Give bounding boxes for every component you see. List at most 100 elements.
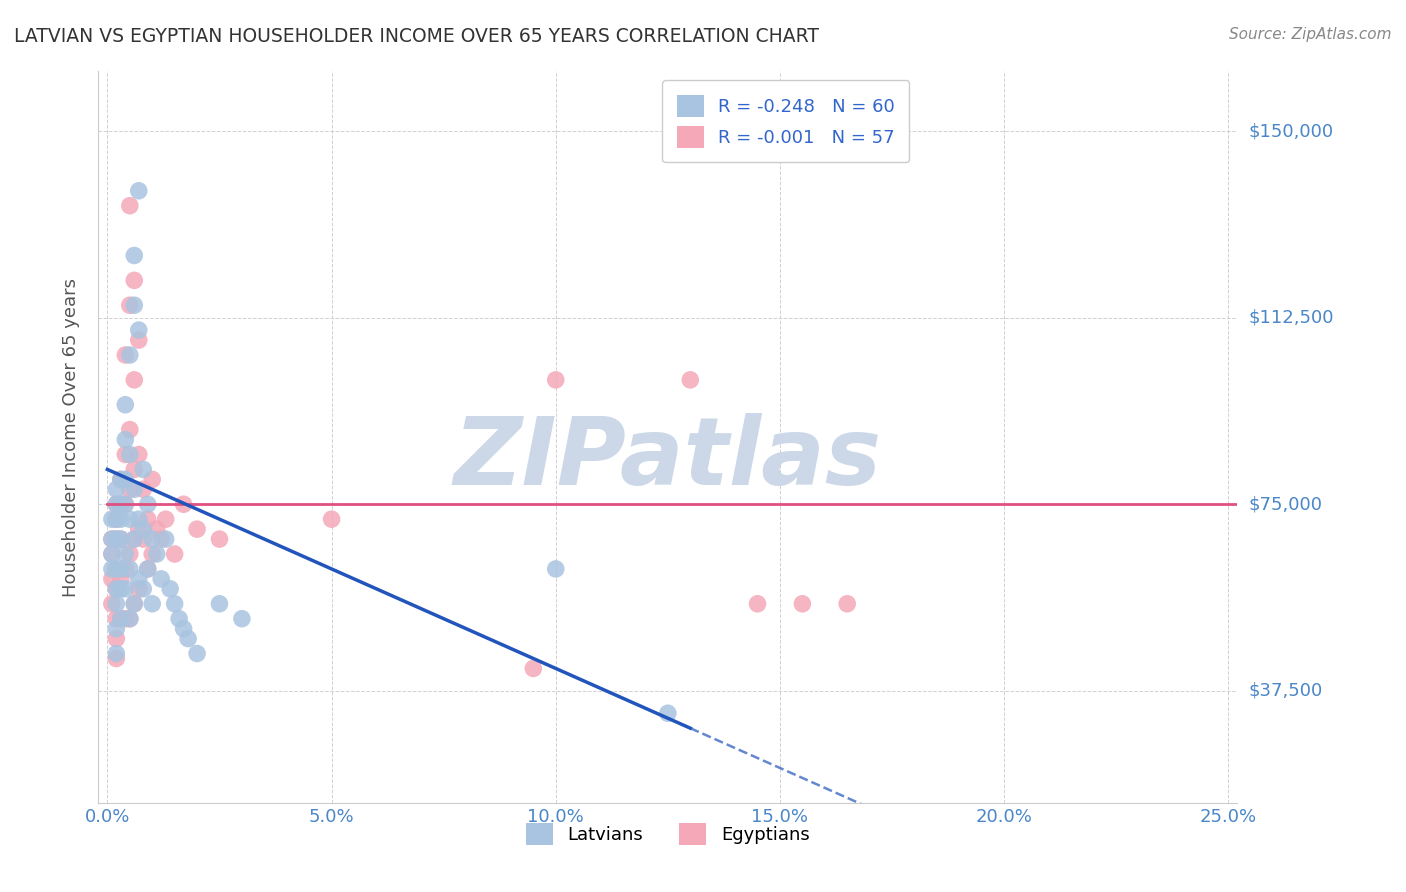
Point xyxy=(118,547,141,561)
Point xyxy=(150,572,173,586)
Point xyxy=(118,612,141,626)
Text: $112,500: $112,500 xyxy=(1249,309,1334,326)
Point xyxy=(124,597,146,611)
Point xyxy=(105,597,128,611)
Text: ZIPatlas: ZIPatlas xyxy=(454,413,882,505)
Point xyxy=(105,532,128,546)
Point xyxy=(136,512,159,526)
Point xyxy=(136,497,159,511)
Point xyxy=(163,547,186,561)
Point xyxy=(105,497,128,511)
Point xyxy=(105,497,128,511)
Text: $37,500: $37,500 xyxy=(1249,681,1323,700)
Point xyxy=(114,472,136,486)
Point xyxy=(110,582,132,596)
Point xyxy=(173,497,195,511)
Point xyxy=(105,622,128,636)
Point xyxy=(105,512,128,526)
Point xyxy=(101,562,124,576)
Point xyxy=(124,373,146,387)
Point xyxy=(101,532,124,546)
Point xyxy=(544,373,567,387)
Point xyxy=(155,512,177,526)
Point xyxy=(110,472,132,486)
Point xyxy=(105,632,128,646)
Point xyxy=(110,472,132,486)
Point xyxy=(101,572,124,586)
Point xyxy=(114,497,136,511)
Point xyxy=(105,651,128,665)
Point xyxy=(101,547,124,561)
Point xyxy=(105,562,128,576)
Point xyxy=(124,273,146,287)
Point xyxy=(747,597,769,611)
Point xyxy=(105,512,128,526)
Point xyxy=(101,532,124,546)
Point xyxy=(110,562,132,576)
Point xyxy=(110,612,132,626)
Point xyxy=(105,582,128,596)
Point xyxy=(231,612,253,626)
Point xyxy=(136,562,159,576)
Point xyxy=(657,706,679,721)
Point xyxy=(118,512,141,526)
Point xyxy=(114,433,136,447)
Point xyxy=(101,597,124,611)
Point xyxy=(110,512,132,526)
Point xyxy=(114,448,136,462)
Point xyxy=(105,582,128,596)
Point xyxy=(114,348,136,362)
Point xyxy=(145,547,167,561)
Point xyxy=(124,298,146,312)
Point xyxy=(141,532,163,546)
Point xyxy=(110,612,132,626)
Point xyxy=(679,373,702,387)
Point xyxy=(132,462,155,476)
Point xyxy=(110,532,132,546)
Point xyxy=(132,582,155,596)
Point xyxy=(544,562,567,576)
Point xyxy=(173,622,195,636)
Point xyxy=(114,547,136,561)
Point xyxy=(124,597,146,611)
Text: LATVIAN VS EGYPTIAN HOUSEHOLDER INCOME OVER 65 YEARS CORRELATION CHART: LATVIAN VS EGYPTIAN HOUSEHOLDER INCOME O… xyxy=(14,27,820,45)
Point xyxy=(141,472,163,486)
Point xyxy=(124,483,146,497)
Point xyxy=(105,562,128,576)
Point xyxy=(321,512,343,526)
Point xyxy=(792,597,814,611)
Point xyxy=(128,184,150,198)
Point xyxy=(208,532,231,546)
Point xyxy=(105,532,128,546)
Point xyxy=(159,582,181,596)
Point xyxy=(128,582,150,596)
Point xyxy=(155,532,177,546)
Point xyxy=(177,632,200,646)
Point xyxy=(105,483,128,497)
Text: $75,000: $75,000 xyxy=(1249,495,1323,513)
Point xyxy=(118,483,141,497)
Point xyxy=(167,612,190,626)
Point xyxy=(105,647,128,661)
Point xyxy=(110,532,132,546)
Point xyxy=(118,612,141,626)
Y-axis label: Householder Income Over 65 years: Householder Income Over 65 years xyxy=(62,277,80,597)
Point xyxy=(522,661,544,675)
Point xyxy=(150,532,173,546)
Point xyxy=(186,522,208,536)
Point xyxy=(105,612,128,626)
Point xyxy=(114,612,136,626)
Point xyxy=(128,572,150,586)
Legend: Latvians, Egyptians: Latvians, Egyptians xyxy=(519,816,817,852)
Point xyxy=(128,512,150,526)
Point xyxy=(101,512,124,526)
Point xyxy=(128,448,150,462)
Point xyxy=(124,532,146,546)
Text: Source: ZipAtlas.com: Source: ZipAtlas.com xyxy=(1229,27,1392,42)
Point xyxy=(128,333,150,347)
Point xyxy=(141,547,163,561)
Point xyxy=(208,597,231,611)
Point xyxy=(114,562,136,576)
Point xyxy=(118,423,141,437)
Point xyxy=(114,497,136,511)
